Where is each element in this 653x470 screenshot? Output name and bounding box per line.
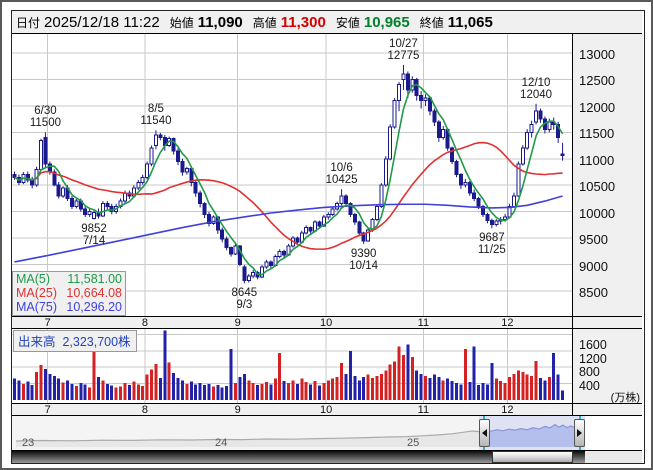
volume-title: 出来高 2,323,700株 — [13, 330, 137, 352]
annotation: 9390 10/14 — [349, 247, 379, 272]
axis-separator — [572, 404, 573, 415]
price-axis-label: 9500 — [579, 232, 608, 248]
nav-year-label: 24 — [215, 437, 228, 449]
hscrollbar[interactable] — [12, 451, 642, 463]
month-label: 12 — [501, 317, 514, 329]
volume-axis-label: 800 — [579, 365, 600, 379]
volume-unit-label: (万株) — [610, 392, 640, 404]
nav-year-label: 25 — [407, 437, 420, 449]
ma75-value: 10,296.20 — [66, 300, 122, 314]
ma-legend: MA(5) 11,581.00 MA(25) 10,664.08 MA(75) … — [12, 271, 126, 316]
low-value: 10,965 — [363, 13, 410, 31]
month-label: 10 — [319, 404, 333, 416]
month-axis-top: 7 8 9 10 11 12 — [12, 316, 642, 329]
high-value: 11,300 — [280, 13, 326, 31]
annotation: 9852 7/14 — [81, 223, 107, 248]
volume-axis-label: 1200 — [579, 351, 607, 366]
month-label: 9 — [234, 404, 241, 416]
date-value: 2025/12/18 11:22 — [44, 13, 160, 31]
ma25-value: 10,664.08 — [66, 286, 122, 300]
ma-legend-row: MA(5) 11,581.00 — [16, 272, 122, 286]
price-axis-label: 11500 — [579, 126, 615, 142]
month-label: 10 — [319, 317, 333, 329]
volume-axis-label: 400 — [579, 378, 600, 393]
month-label: 8 — [141, 404, 148, 416]
right-arrow-icon — [577, 429, 582, 437]
price-axis-label: 10500 — [579, 179, 616, 195]
close-value: 11,065 — [447, 13, 493, 31]
price-axis-label: 12000 — [579, 99, 616, 115]
nav-year-label: 23 — [22, 437, 35, 449]
low-label: 安値 — [335, 15, 360, 30]
month-label: 11 — [417, 404, 430, 416]
open-value: 11,090 — [197, 13, 243, 31]
close-label: 終値 — [419, 15, 444, 30]
left-arrow-icon — [482, 429, 487, 437]
ma5-value: 11,581.00 — [67, 272, 122, 286]
annotation: 9687 11/25 — [477, 232, 506, 257]
month-label: 8 — [141, 317, 148, 329]
price-axis-label: 11000 — [579, 152, 615, 168]
annotation: 8645 9/3 — [231, 287, 258, 312]
annotation: 10/6 10425 — [325, 162, 358, 187]
open-label: 始値 — [169, 15, 194, 30]
date-label: 日付 — [16, 15, 41, 30]
scrollbar-thumb[interactable] — [492, 451, 573, 463]
annotation: 12/10 12040 — [520, 76, 553, 101]
navigator-svg — [12, 416, 586, 450]
month-axis-bottom: 7 8 9 10 11 12 — [12, 403, 642, 416]
axis-separator — [572, 317, 573, 328]
annotation: 6/30 11500 — [29, 105, 62, 130]
month-label: 12 — [501, 404, 514, 416]
scrollbar-track-left[interactable] — [12, 451, 492, 463]
ma-legend-row: MA(25) 10,664.08 — [16, 286, 122, 300]
nav-right-handle[interactable] — [574, 419, 585, 447]
price-axis-label: 10000 — [579, 205, 616, 221]
price-axis-label: 13000 — [579, 47, 616, 62]
ma75-label: MA(75) — [16, 300, 57, 314]
price-chart-panel: 6/30 11500 9852 7/14 8/5 11540 8645 9/3 10/6… — [12, 34, 643, 316]
ma-legend-row: MA(75) 10,296.20 — [16, 300, 122, 314]
nav-left-handle[interactable] — [479, 419, 490, 447]
annotation: 8/5 11540 — [140, 103, 172, 128]
ma25-label: MA(25) — [16, 286, 57, 300]
month-label: 7 — [44, 404, 51, 416]
scrollbar-track-right[interactable] — [573, 451, 585, 463]
price-chart-svg — [12, 34, 572, 316]
month-label: 7 — [44, 317, 51, 329]
high-label: 高値 — [252, 15, 277, 30]
chart-inner-frame: 日付 2025/12/18 11:22 始値 11,090 高値 11,300 … — [11, 10, 645, 464]
price-axis-label: 8500 — [579, 285, 608, 300]
month-label: 11 — [417, 317, 430, 329]
volume-axis: (万株) 1600 1200 800 400 — [572, 329, 643, 404]
annotation: 10/27 12775 — [387, 37, 420, 62]
price-axis: 13000 12500 12000 11500 11000 10500 10000 9500 9… — [572, 34, 643, 316]
range-navigator[interactable]: 23 24 25 — [12, 416, 642, 451]
ma5-label: MA(5) — [16, 272, 51, 286]
price-axis-label: 9000 — [579, 258, 608, 274]
volume-panel: 出来高 2,323,700株 (万株) 1600 1200 800 400 — [12, 329, 643, 404]
price-axis-label: 12500 — [579, 73, 616, 89]
volume-axis-label: 1600 — [579, 338, 607, 352]
month-label: 9 — [234, 317, 241, 329]
quote-header: 日付 2025/12/18 11:22 始値 11,090 高値 11,300 … — [12, 11, 642, 34]
